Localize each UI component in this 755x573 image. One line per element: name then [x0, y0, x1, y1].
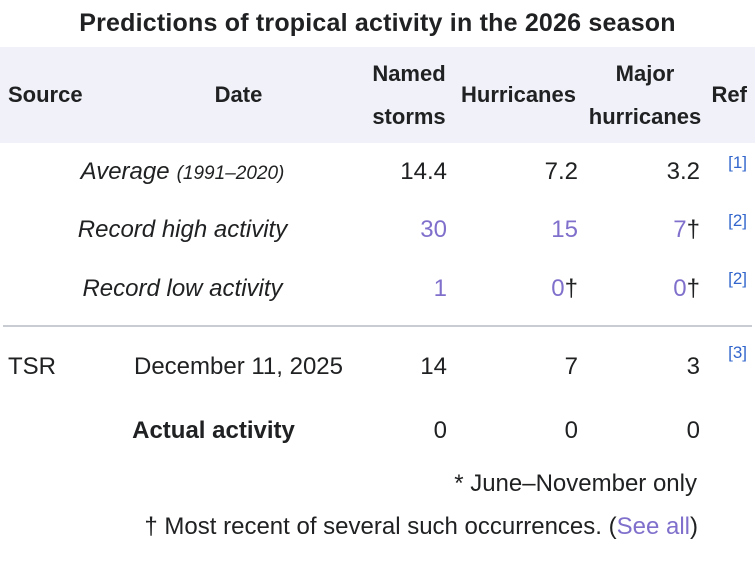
footnote-dagger-text: † Most recent of several such occurrence…	[144, 513, 617, 540]
major-hurricanes-line1: Major	[615, 61, 675, 86]
ref-2b-text[interactable]: [2]	[728, 269, 747, 288]
record-low-hurricanes-value[interactable]: 0	[551, 275, 565, 302]
column-header-major-hurricanes: Major hurricanes	[584, 52, 706, 138]
table-row-record-low: Record low activity 1 0† 0† [2]	[0, 259, 755, 319]
section-divider	[0, 319, 755, 333]
table-header-row: Source Date Named storms Hurricanes Major…	[0, 47, 755, 143]
average-period-note: (1991–2020)	[176, 163, 285, 184]
forecast-date: December 11, 2025	[133, 353, 343, 380]
record-high-hurricanes-value[interactable]: 15	[551, 216, 578, 243]
column-header-hurricanes: Hurricanes	[461, 82, 576, 107]
row-label-record-high: Record high activity	[77, 216, 288, 243]
column-header-source: Source	[8, 82, 83, 107]
dagger-mark: †	[686, 275, 700, 302]
record-high-major-hurricanes-link[interactable]: 7†	[584, 216, 706, 244]
table-row-record-high: Record high activity 30 15 7† [2]	[0, 201, 755, 259]
record-high-hurricanes-link[interactable]: 15	[453, 216, 584, 244]
named-storms-line1: Named	[372, 61, 446, 86]
row-label-record-low: Record low activity	[82, 275, 283, 302]
actual-activity-label: Actual activity	[132, 417, 295, 444]
table-row-average: Average (1991–2020) 14.4 7.2 3.2 [1]	[0, 143, 755, 201]
table-title: Predictions of tropical activity in the …	[79, 9, 676, 37]
ref-3-text[interactable]: [3]	[728, 343, 747, 362]
divider-line	[3, 325, 752, 327]
record-low-major-value[interactable]: 0	[673, 275, 687, 302]
actual-ref-empty	[706, 401, 755, 411]
record-high-named-storms-link[interactable]: 30	[365, 216, 453, 244]
footnote-dagger: † Most recent of several such occurrence…	[0, 507, 755, 557]
ref-link-3[interactable]: [3]	[706, 333, 755, 363]
record-low-major-hurricanes-link[interactable]: 0†	[584, 275, 706, 303]
column-header-date: Date	[214, 82, 263, 107]
footnote-june-november: * June–November only	[454, 470, 697, 497]
table-row-tsr-forecast: TSR December 11, 2025 14 7 3 [3]	[0, 333, 755, 401]
average-named-storms-value: 14.4	[400, 158, 447, 185]
actual-named-storms-value: 0	[433, 417, 447, 444]
ref-1-text[interactable]: [1]	[728, 153, 747, 172]
actual-hurricanes-value: 0	[564, 417, 578, 444]
footnote-dagger-close: )	[690, 513, 698, 540]
actual-major-hurricanes-value: 0	[686, 417, 700, 444]
ref-2-text[interactable]: [2]	[728, 211, 747, 230]
record-high-named-value[interactable]: 30	[420, 216, 447, 243]
ref-link-2b[interactable]: [2]	[706, 259, 755, 289]
column-header-named-storms: Named storms	[365, 52, 453, 138]
record-low-named-storms-link[interactable]: 1	[365, 275, 453, 303]
forecast-major-hurricanes-value: 3	[686, 353, 700, 380]
ref-link-1[interactable]: [1]	[706, 143, 755, 173]
major-hurricanes-line2: hurricanes	[588, 104, 702, 129]
named-storms-line2: storms	[372, 104, 446, 129]
record-low-named-value[interactable]: 1	[433, 275, 447, 302]
average-label: Average	[80, 158, 170, 185]
table-row-actual-activity: Actual activity 0 0 0	[0, 401, 755, 461]
record-high-major-value[interactable]: 7	[673, 216, 687, 243]
see-all-link[interactable]: See all	[616, 513, 690, 540]
average-hurricanes-value: 7.2	[544, 158, 578, 185]
dagger-mark: †	[686, 216, 700, 243]
forecast-source: TSR	[8, 353, 56, 380]
average-major-hurricanes-value: 3.2	[666, 158, 700, 185]
forecast-hurricanes-value: 7	[564, 353, 578, 380]
dagger-mark: †	[564, 275, 578, 302]
forecast-named-storms-value: 14	[420, 353, 447, 380]
row-label-average: Average (1991–2020)	[0, 158, 365, 186]
ref-link-2[interactable]: [2]	[706, 201, 755, 231]
record-low-hurricanes-link[interactable]: 0†	[453, 275, 584, 303]
column-header-ref: Ref	[711, 82, 747, 107]
